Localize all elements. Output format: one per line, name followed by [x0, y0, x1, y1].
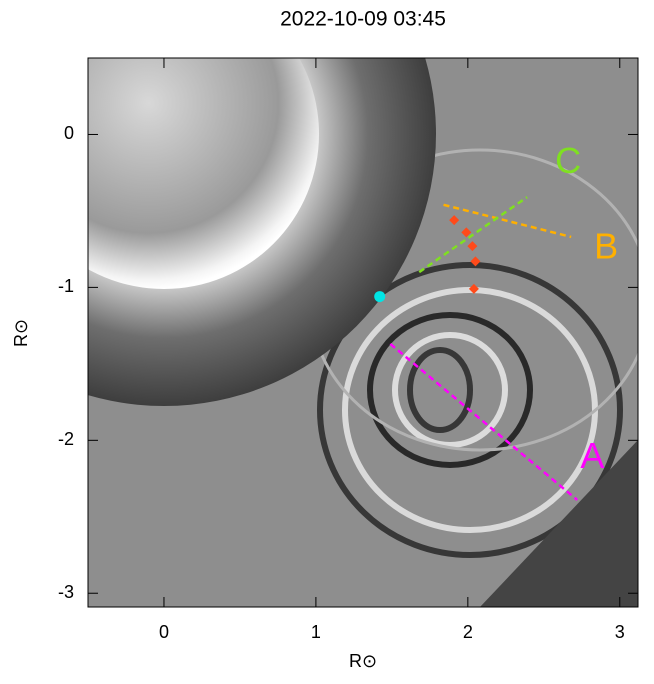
chart-title: 2022-10-09 03:45: [280, 8, 446, 31]
x-tick-label: 2: [463, 622, 473, 642]
line-label: C: [555, 140, 581, 181]
y-tick-label: -1: [58, 276, 74, 296]
x-axis-label: R⊙: [349, 651, 377, 671]
image: [0, 0, 650, 607]
line-label: A: [580, 435, 604, 476]
x-tick-label: 0: [159, 622, 169, 642]
y-tick-label: 0: [64, 123, 74, 143]
y-tick-label: -3: [58, 582, 74, 602]
x-tick-label: 3: [615, 622, 625, 642]
y-axis-label: R⊙: [11, 319, 31, 347]
marker: [374, 291, 385, 302]
chart: 2022-10-09 03:45 R⊙ R⊙ 0 1 2 3 0 -1 -2 -3 A B C: [0, 0, 654, 679]
line-label: B: [594, 226, 618, 267]
x-tick-label: 1: [311, 622, 321, 642]
y-tick-label: -2: [58, 429, 74, 449]
